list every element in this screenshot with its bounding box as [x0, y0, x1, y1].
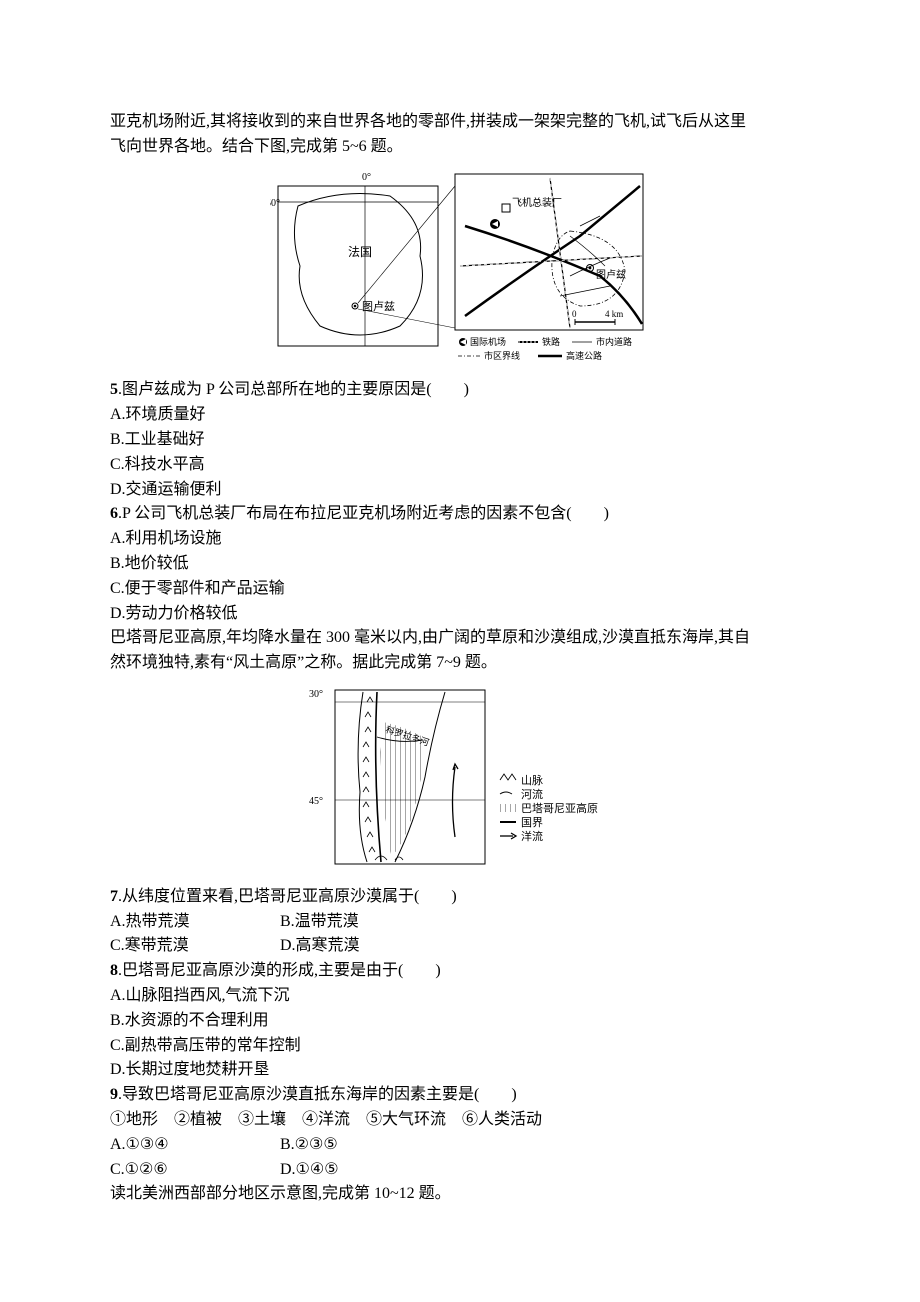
intro-1012: 读北美洲西部部分地区示意图,完成第 10~12 题。 — [110, 1182, 810, 1207]
legend-highway: 高速公路 — [566, 350, 602, 361]
factory-icon — [502, 204, 510, 212]
q9-opts-cd: C.①②⑥D.①④⑤ — [110, 1158, 810, 1183]
q7-opts-ab: A.热带荒漠B.温带荒漠 — [110, 910, 810, 935]
legend-river: 河流 — [521, 787, 543, 801]
legend-airport: 国际机场 — [470, 336, 506, 347]
fig56-factory-label: 飞机总装厂 — [512, 196, 562, 209]
legend-current: 洋流 — [521, 829, 543, 843]
q6-optC: C.便于零部件和产品运输 — [110, 577, 810, 602]
intro-56-line2: 飞向世界各地。结合下图,完成第 5~6 题。 — [110, 135, 810, 160]
legend-cityline: 市区界线 — [484, 350, 520, 361]
figure-79: 30° 45° 科罗拉多河 山脉 — [110, 682, 810, 881]
q8-optB: B.水资源的不合理利用 — [110, 1009, 810, 1034]
fig56-lat: 50° — [270, 198, 280, 209]
legend-border: 国界 — [521, 816, 543, 829]
intro-56-line1: 亚克机场附近,其将接收到的来自世界各地的零部件,拼装成一架架完整的飞机,试飞后从… — [110, 110, 810, 135]
legend-plateau: 巴塔哥尼亚高原 — [521, 801, 598, 815]
q7-stem: 7.从纬度位置来看,巴塔哥尼亚高原沙漠属于( ) — [110, 885, 810, 910]
q5-optC: C.科技水平高 — [110, 453, 810, 478]
fig56-country: 法国 — [348, 245, 372, 259]
q5-stem: 5.图卢兹成为 P 公司总部所在地的主要原因是( ) — [110, 378, 810, 403]
legend-mountain: 山脉 — [521, 773, 543, 787]
fig79-lat30: 30° — [309, 689, 323, 700]
q8-optC: C.副热带高压带的常年控制 — [110, 1034, 810, 1059]
airport-icon — [490, 219, 500, 229]
q5-optB: B.工业基础好 — [110, 428, 810, 453]
intro-79-line2: 然环境独特,素有“风土高原”之称。据此完成第 7~9 题。 — [110, 651, 810, 676]
legend-rail: 铁路 — [542, 336, 560, 347]
q8-optD: D.长期过度地焚耕开垦 — [110, 1058, 810, 1083]
q8-optA: A.山脉阻挡西风,气流下沉 — [110, 984, 810, 1009]
q5-optA: A.环境质量好 — [110, 403, 810, 428]
q6-optA: A.利用机场设施 — [110, 527, 810, 552]
legend-cityroad: 市内道路 — [596, 336, 632, 347]
fig56-toulouse-right: 图卢兹 — [596, 268, 626, 281]
q9-stem: 9.导致巴塔哥尼亚高原沙漠直抵东海岸的因素主要是( ) — [110, 1083, 810, 1108]
q9-factors: ①地形 ②植被 ③土壤 ④洋流 ⑤大气环流 ⑥人类活动 — [110, 1108, 810, 1133]
intro-79-line1: 巴塔哥尼亚高原,年均降水量在 300 毫米以内,由广阔的草原和沙漠组成,沙漠直抵… — [110, 626, 810, 651]
q8-stem: 8.巴塔哥尼亚高原沙漠的形成,主要是由于( ) — [110, 959, 810, 984]
fig79-lat45: 45° — [309, 796, 323, 807]
fig56-lon: 0° — [362, 172, 371, 183]
fig56-scale-4km: 4 km — [605, 309, 623, 319]
q7-opts-cd: C.寒带荒漠D.高寒荒漠 — [110, 934, 810, 959]
q6-optB: B.地价较低 — [110, 552, 810, 577]
fig56-scale-0: 0 — [572, 309, 577, 319]
q6-optD: D.劳动力价格较低 — [110, 602, 810, 627]
q9-opts-ab: A.①③④B.②③⑤ — [110, 1133, 810, 1158]
q6-stem: 6.P 公司飞机总装厂布局在布拉尼亚克机场附近考虑的因素不包含( ) — [110, 502, 810, 527]
figure-56: 0° 50° 法国 图卢兹 — [110, 166, 810, 375]
q5-optD: D.交通运输便利 — [110, 478, 810, 503]
